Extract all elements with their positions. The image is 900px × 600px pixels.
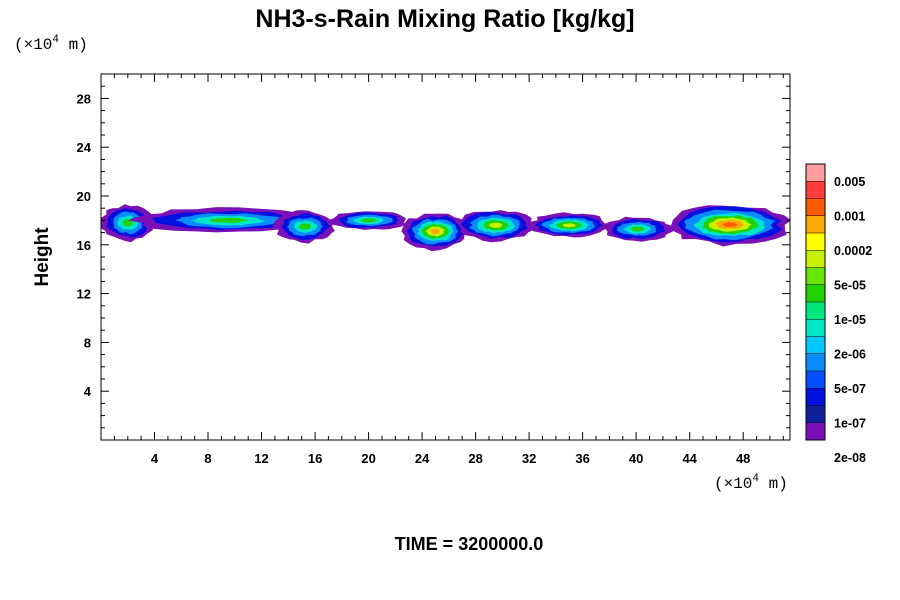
- x-tick-label: 4: [151, 451, 159, 466]
- contour-level-5: [489, 222, 503, 228]
- contour-level-7: [722, 222, 738, 227]
- contour-level-4: [360, 218, 377, 223]
- contour-level-6: [430, 228, 440, 234]
- colorbar-label: 1e-05: [834, 313, 866, 327]
- colorbar-swatch: [806, 371, 825, 389]
- x-tick-label: 24: [415, 451, 430, 466]
- contour-level-5: [562, 223, 577, 228]
- y-tick-label: 16: [77, 238, 91, 253]
- cloud-cell: [670, 205, 790, 247]
- x-axis-unit-exponent: 4: [752, 473, 759, 485]
- y-tick-label: 24: [77, 140, 92, 155]
- colorbar-swatch: [806, 388, 825, 406]
- x-tick-label: 12: [254, 451, 268, 466]
- cloud-cell: [459, 210, 536, 243]
- cloud-cell: [401, 213, 470, 252]
- colorbar-swatch: [806, 284, 825, 303]
- colorbar-swatch: [806, 353, 825, 372]
- colorbar-frame: [805, 163, 826, 441]
- contour-level-4: [209, 217, 248, 223]
- colorbar-swatch: [806, 302, 825, 320]
- contour-field: [101, 204, 790, 252]
- x-tick-label: 20: [361, 451, 375, 466]
- x-tick-label: 32: [522, 451, 536, 466]
- y-axis: 4 8 12 16 20 24 28: [77, 85, 790, 429]
- colorbar-swatch: [806, 198, 825, 217]
- x-tick-label: 40: [629, 451, 643, 466]
- x-tick-label: 48: [736, 451, 750, 466]
- y-tick-label: 28: [77, 91, 91, 106]
- x-tick-label: 44: [682, 451, 697, 466]
- colorbar-swatch: [806, 181, 825, 199]
- time-label: TIME = 3200000.0: [395, 534, 544, 554]
- cloud-cell: [327, 211, 407, 230]
- y-axis-unit-label: (×104 m): [14, 34, 88, 54]
- colorbar-label: 0.0002: [834, 244, 872, 258]
- contour-level-4: [298, 223, 311, 230]
- y-axis-unit-exponent: 4: [52, 34, 59, 46]
- colorbar: 0.005 0.001 0.0002 5e-05 1e-05 2e-06 5e-07 1e-0…: [805, 163, 872, 465]
- colorbar-swatch: [806, 405, 825, 424]
- x-tick-label: 16: [308, 451, 322, 466]
- x-tick-label: 28: [468, 451, 482, 466]
- x-tick-label: 8: [204, 451, 211, 466]
- x-axis-unit-label: (×104 m): [714, 473, 788, 493]
- colorbar-swatch: [806, 233, 825, 251]
- colorbar-label: 2e-08: [834, 451, 866, 465]
- cloud-cell: [272, 210, 335, 244]
- colorbar-label: 5e-07: [834, 382, 866, 396]
- plot-background: [101, 74, 790, 440]
- colorbar-label: 0.001: [834, 209, 865, 223]
- colorbar-swatch: [806, 336, 825, 355]
- y-axis-label: Height: [32, 227, 53, 287]
- cloud-cell: [101, 204, 153, 243]
- x-axis: 4 8 12 16 20 24 28 32 36 40 44 48: [113, 74, 784, 466]
- colorbar-swatch: [806, 215, 825, 234]
- colorbar-label: 2e-06: [834, 347, 866, 361]
- y-tick-label: 20: [77, 189, 91, 204]
- colorbar-swatch: [806, 422, 825, 441]
- colorbar-swatch: [806, 164, 825, 182]
- cloud-cell: [602, 216, 675, 242]
- y-tick-label: 12: [77, 287, 91, 302]
- x-tick-label: 36: [575, 451, 589, 466]
- colorbar-swatch: [806, 250, 825, 268]
- colorbar-swatch: [806, 319, 825, 337]
- y-tick-label: 8: [84, 335, 91, 350]
- colorbar-label: 0.005: [834, 175, 865, 189]
- contour-level-4: [630, 226, 645, 232]
- y-tick-label: 4: [84, 384, 92, 399]
- cloud-cell: [127, 207, 329, 233]
- colorbar-label: 1e-07: [834, 416, 866, 430]
- colorbar-label: 5e-05: [834, 278, 866, 292]
- cloud-cell: [528, 212, 608, 238]
- colorbar-swatch: [806, 267, 825, 286]
- contour-level-4: [122, 219, 134, 227]
- chart-title: NH3-s-Rain Mixing Ratio [kg/kg]: [255, 5, 634, 33]
